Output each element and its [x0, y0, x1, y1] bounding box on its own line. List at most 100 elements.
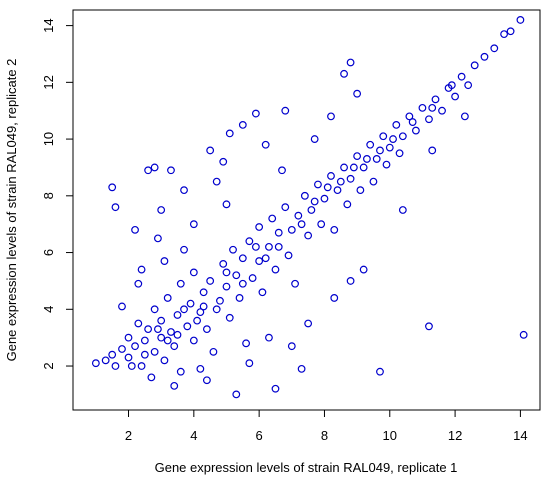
- point: [327, 112, 335, 121]
- point: [206, 277, 215, 285]
- point: [405, 112, 414, 121]
- point: [245, 237, 254, 246]
- point: [137, 362, 146, 370]
- point: [167, 166, 175, 175]
- point: [238, 254, 247, 263]
- y-tick-label: 2: [41, 362, 56, 369]
- point: [428, 103, 437, 112]
- point: [395, 149, 404, 158]
- point: [255, 223, 264, 231]
- point: [118, 302, 126, 311]
- point: [356, 186, 365, 195]
- point: [398, 206, 407, 214]
- point: [310, 135, 319, 143]
- point: [379, 132, 388, 141]
- y-tick-label: 14: [41, 18, 56, 32]
- point: [274, 228, 283, 237]
- point: [127, 362, 136, 370]
- point: [297, 364, 306, 373]
- point: [274, 242, 283, 251]
- x-tick-label: 4: [190, 428, 197, 443]
- point: [170, 381, 179, 390]
- point: [140, 350, 149, 359]
- point: [189, 336, 198, 345]
- point: [464, 81, 473, 90]
- point: [389, 135, 397, 143]
- point: [183, 322, 192, 331]
- point: [297, 220, 306, 229]
- point: [144, 166, 153, 175]
- point: [258, 288, 267, 297]
- point: [147, 373, 156, 382]
- y-axis-label: Gene expression levels of strain RAL049,…: [4, 59, 19, 362]
- point: [291, 279, 299, 288]
- y-tick-label: 6: [41, 249, 56, 256]
- point: [150, 305, 159, 314]
- point: [137, 265, 146, 274]
- x-tick-label: 6: [256, 428, 263, 443]
- point: [222, 268, 231, 277]
- point: [245, 359, 254, 368]
- point: [363, 155, 371, 163]
- point: [193, 316, 201, 325]
- point: [154, 234, 162, 243]
- point: [340, 163, 348, 172]
- point: [91, 359, 100, 368]
- point: [222, 282, 231, 291]
- point: [111, 362, 120, 370]
- point: [261, 254, 270, 263]
- point: [330, 225, 339, 234]
- point: [412, 126, 420, 135]
- point: [160, 356, 169, 365]
- point: [209, 347, 218, 356]
- point: [124, 353, 133, 362]
- point: [336, 177, 345, 186]
- point: [265, 333, 273, 342]
- x-tick-label: 10: [383, 428, 397, 443]
- point: [307, 206, 316, 214]
- point: [101, 356, 110, 365]
- point: [304, 319, 313, 328]
- point: [304, 231, 313, 240]
- point: [219, 157, 228, 166]
- point: [180, 305, 188, 314]
- point: [287, 342, 296, 351]
- point: [176, 367, 185, 376]
- point: [199, 288, 208, 297]
- point: [144, 325, 153, 334]
- point: [202, 376, 211, 385]
- point: [425, 115, 433, 124]
- point: [232, 271, 241, 280]
- point: [408, 118, 417, 126]
- point: [196, 308, 205, 317]
- point: [300, 191, 309, 200]
- point: [225, 129, 234, 138]
- point: [124, 333, 133, 342]
- point: [150, 163, 159, 172]
- point: [330, 294, 339, 302]
- point: [317, 220, 326, 229]
- point: [134, 279, 143, 288]
- point: [173, 330, 182, 339]
- point: [160, 257, 169, 265]
- point: [111, 203, 120, 212]
- x-tick-label: 2: [125, 428, 132, 443]
- point: [238, 120, 247, 129]
- point: [310, 197, 319, 206]
- point: [189, 220, 198, 229]
- point: [261, 140, 270, 149]
- point: [170, 342, 179, 351]
- point: [359, 163, 368, 172]
- point: [519, 330, 528, 339]
- point: [366, 140, 375, 149]
- point: [268, 214, 277, 223]
- point: [281, 106, 290, 115]
- y-tick-label: 8: [41, 192, 56, 199]
- x-axis-label: Gene expression levels of strain RAL049,…: [155, 460, 458, 475]
- point: [343, 200, 352, 209]
- point: [372, 155, 381, 163]
- point: [235, 294, 244, 302]
- point: [173, 311, 182, 319]
- point: [457, 72, 466, 81]
- point: [470, 61, 479, 70]
